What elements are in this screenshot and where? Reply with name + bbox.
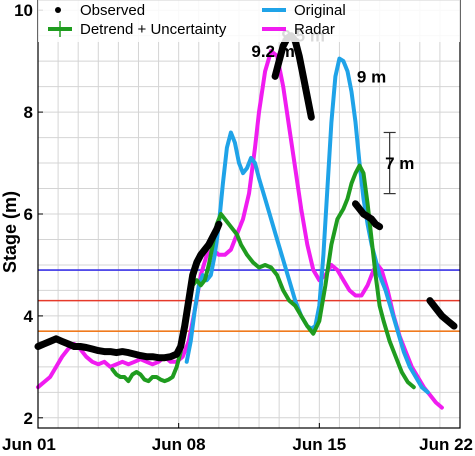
- y-axis-title: Stage (m): [0, 191, 20, 273]
- x-tick-label: Jun 01: [2, 435, 56, 454]
- legend-marker: [55, 7, 61, 13]
- legend-label: Radar: [294, 21, 335, 38]
- error-bar: [383, 131, 396, 195]
- series-line-detrend-uncertainty: [110, 163, 416, 390]
- peak-annotation: 9.2 m: [251, 42, 294, 61]
- y-tick-label: 6: [24, 205, 33, 224]
- legend-item: Original: [262, 2, 346, 19]
- x-ticks: Jun 01 Jun 08 Jun 15 Jun 22: [2, 423, 473, 454]
- y-tick-label: 4: [24, 307, 34, 326]
- peak-annotation: 7 m: [385, 154, 414, 173]
- legend-background: [38, 0, 460, 42]
- legend-item: Radar: [262, 21, 335, 38]
- legend: Observed Original Detrend + Uncertainty Rad…: [38, 0, 460, 42]
- x-tick-label: Jun 22: [419, 435, 473, 454]
- x-tick-label: Jun 15: [292, 435, 346, 454]
- legend-label: Observed: [80, 2, 145, 19]
- legend-label: Detrend + Uncertainty: [80, 21, 227, 38]
- legend-label: Original: [294, 2, 346, 19]
- x-tick-label: Jun 08: [152, 435, 206, 454]
- y-tick-label: 2: [24, 409, 33, 428]
- y-tick-label: 10: [14, 1, 33, 20]
- y-ticks: 2 4 6 8 10: [14, 1, 43, 428]
- legend-item: Observed: [55, 2, 145, 19]
- y-tick-label: 8: [24, 103, 33, 122]
- legend-item: Detrend + Uncertainty: [48, 21, 227, 38]
- peak-annotation: 9 m: [357, 67, 386, 86]
